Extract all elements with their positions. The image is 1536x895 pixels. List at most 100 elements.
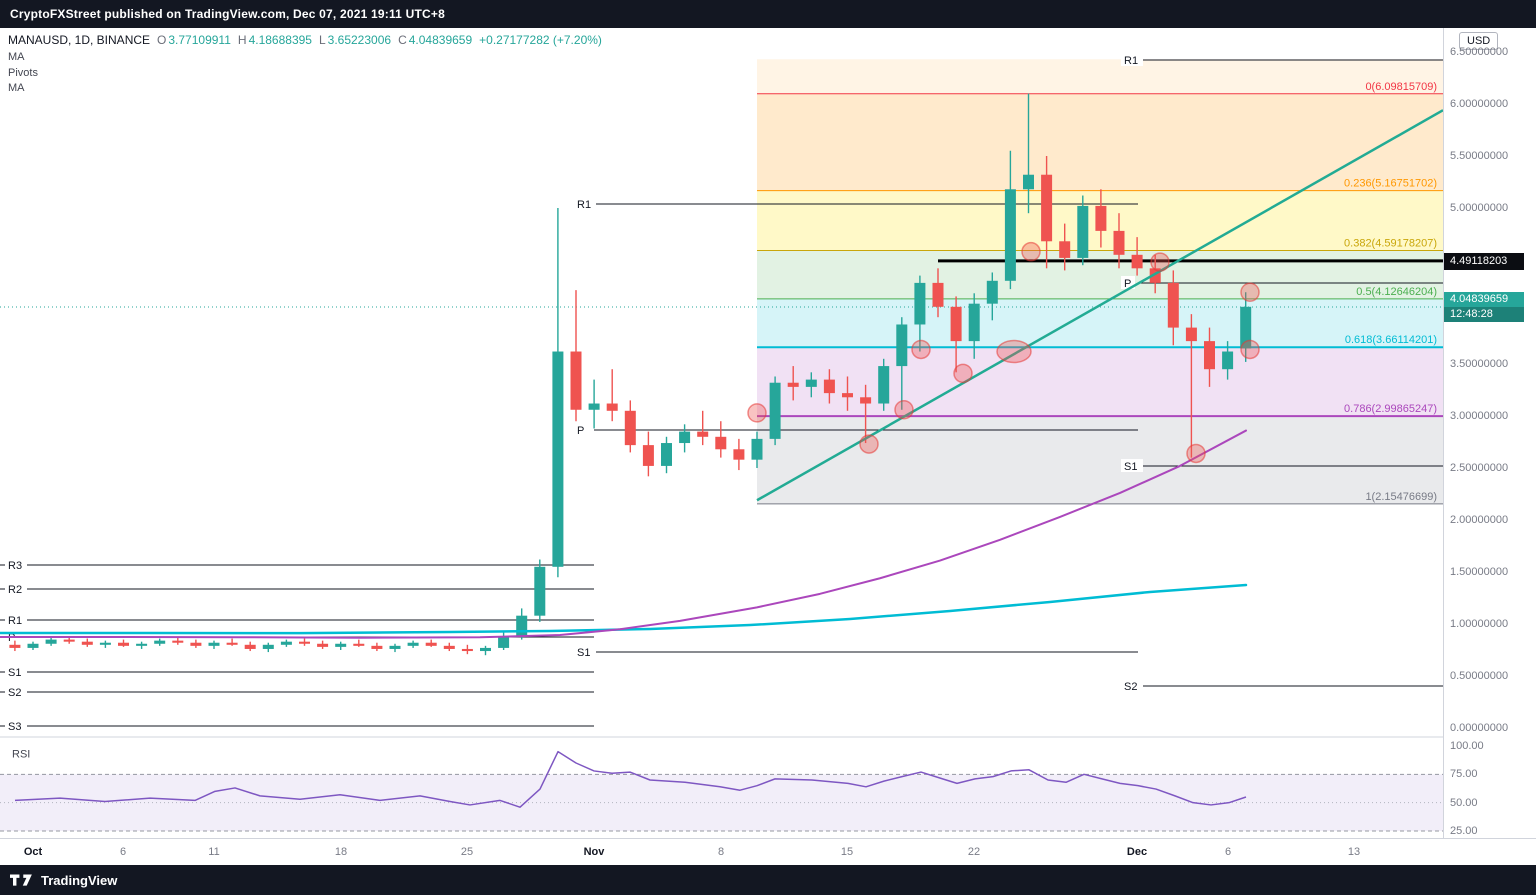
candlestick bbox=[154, 638, 166, 646]
tradingview-logo-icon bbox=[10, 874, 34, 887]
candlestick bbox=[1077, 195, 1089, 266]
pivot-label: R2 bbox=[8, 584, 22, 596]
annotation-circle[interactable] bbox=[894, 400, 914, 420]
candlestick bbox=[1113, 213, 1125, 269]
time-tick-label: 15 bbox=[840, 846, 854, 858]
pivot-label-bg bbox=[5, 685, 27, 699]
annotation-circle[interactable] bbox=[911, 339, 931, 360]
annotation-circle[interactable] bbox=[996, 339, 1032, 364]
candlestick bbox=[932, 268, 944, 318]
candlestick bbox=[642, 431, 654, 477]
rsi-tick-label: 50.00 bbox=[1450, 796, 1478, 809]
last-price-tag: 4.04839659 12:48:28 bbox=[1444, 291, 1524, 322]
candlestick bbox=[878, 358, 890, 411]
candlestick bbox=[968, 293, 980, 359]
annotation-circle[interactable] bbox=[953, 363, 973, 384]
attribution-text: CryptoFXStreet published on TradingView.… bbox=[10, 7, 445, 21]
attribution-bar: CryptoFXStreet published on TradingView.… bbox=[0, 0, 1536, 28]
price-tick-label: 5.00000000 bbox=[1450, 202, 1509, 214]
time-tick-label: Nov bbox=[583, 846, 605, 858]
annotation-circle[interactable] bbox=[1150, 252, 1170, 272]
candlestick bbox=[498, 632, 510, 650]
fib-level-label: 0.618(3.66114201) bbox=[1345, 334, 1437, 346]
fib-level-label: 0.382(4.59178207) bbox=[1344, 237, 1437, 249]
candlestick bbox=[1059, 223, 1071, 271]
candlestick bbox=[1167, 270, 1179, 346]
pivot-label-bg bbox=[574, 644, 596, 658]
candlestick bbox=[805, 372, 817, 398]
currency-label: USD bbox=[1459, 32, 1499, 50]
pivot-label: R1 bbox=[577, 199, 591, 211]
price-line-tag: 4.49118203 bbox=[1444, 252, 1524, 270]
candlestick bbox=[570, 290, 582, 422]
price-tick-label: 6.00000000 bbox=[1450, 98, 1509, 110]
rsi-legend: RSI bbox=[12, 748, 30, 760]
candlestick bbox=[697, 410, 709, 446]
rsi-line bbox=[14, 750, 1247, 808]
price-tick-label: 6.50000000 bbox=[1450, 46, 1509, 58]
fib-band bbox=[757, 93, 1443, 191]
candlestick bbox=[27, 641, 39, 650]
price-tick-label: 1.50000000 bbox=[1450, 566, 1509, 578]
candlestick bbox=[516, 608, 528, 640]
brand-name: TradingView bbox=[41, 872, 118, 888]
candlestick bbox=[335, 641, 347, 650]
bar-countdown: 12:48:28 bbox=[1444, 306, 1524, 322]
candlestick bbox=[244, 641, 256, 652]
pivot-label: S1 bbox=[8, 667, 21, 679]
fib-band bbox=[757, 59, 1443, 94]
chart-area[interactable]: 0(6.09815709) 0.236(5.16751702) 0.382(4.59… bbox=[0, 28, 1443, 838]
chart-canvas[interactable]: 0(6.09815709) 0.236(5.16751702) 0.382(4.59… bbox=[0, 28, 1443, 838]
pivot-label-bg bbox=[1121, 275, 1135, 289]
pivot-label-bg bbox=[5, 613, 27, 627]
candlestick bbox=[317, 640, 329, 649]
annotation-circle[interactable] bbox=[1186, 443, 1206, 464]
pivot-label: R1 bbox=[1124, 55, 1138, 67]
pivot-label-bg bbox=[574, 423, 588, 437]
candlestick bbox=[262, 642, 274, 653]
candlestick bbox=[914, 275, 926, 352]
candlestick bbox=[715, 421, 727, 458]
price-tick-label: 0.00000000 bbox=[1450, 722, 1509, 734]
candlestick bbox=[172, 637, 184, 645]
time-tick-label: 22 bbox=[967, 846, 981, 858]
candlestick bbox=[1131, 237, 1143, 276]
fib-level-label: 0(6.09815709) bbox=[1365, 81, 1437, 93]
candlestick bbox=[1240, 292, 1252, 362]
time-tick-label: 11 bbox=[208, 846, 220, 858]
annotation-circle[interactable] bbox=[1240, 339, 1260, 360]
brand-bar: TradingView bbox=[0, 865, 1536, 895]
annotation-circle[interactable] bbox=[747, 403, 767, 423]
candlestick bbox=[588, 379, 600, 429]
candlestick bbox=[81, 638, 93, 647]
candlestick bbox=[389, 643, 401, 653]
candlestick bbox=[1185, 314, 1197, 458]
price-tick-label: 2.00000000 bbox=[1450, 514, 1509, 526]
fib-level-label: 0.236(5.16751702) bbox=[1344, 178, 1437, 190]
pivot-label: P bbox=[1124, 278, 1131, 290]
candlestick bbox=[1204, 327, 1215, 387]
time-tick-label: 13 bbox=[1347, 846, 1361, 858]
pivot-label-bg bbox=[1121, 678, 1143, 692]
rsi-tick-label: 75.00 bbox=[1450, 768, 1478, 781]
candlestick bbox=[606, 369, 618, 422]
fib-band bbox=[757, 347, 1443, 417]
pivot-label-bg bbox=[5, 581, 27, 595]
annotation-circle[interactable] bbox=[1021, 241, 1041, 262]
annotation-circle[interactable] bbox=[1240, 282, 1260, 302]
pivot-label-bg bbox=[5, 558, 27, 572]
time-axis[interactable]: Oct 6 11 18 25 Nov 8 15 22 Dec 6 13 bbox=[0, 838, 1536, 865]
pivot-label-bg bbox=[5, 719, 27, 733]
candlestick bbox=[1095, 189, 1107, 248]
candlestick bbox=[679, 424, 691, 453]
candlestick bbox=[1004, 150, 1016, 290]
candlestick bbox=[353, 639, 365, 647]
pivot-label: S3 bbox=[8, 721, 21, 733]
price-axis[interactable]: USD 4.49118203 4.04839659 12:48:28 6.500… bbox=[1443, 28, 1536, 838]
candlestick bbox=[1023, 93, 1034, 214]
annotation-circle[interactable] bbox=[859, 434, 879, 454]
candlestick bbox=[226, 638, 238, 646]
time-tick-label: Dec bbox=[1126, 846, 1148, 858]
candlestick bbox=[733, 438, 745, 471]
time-tick-label: 6 bbox=[119, 846, 127, 858]
